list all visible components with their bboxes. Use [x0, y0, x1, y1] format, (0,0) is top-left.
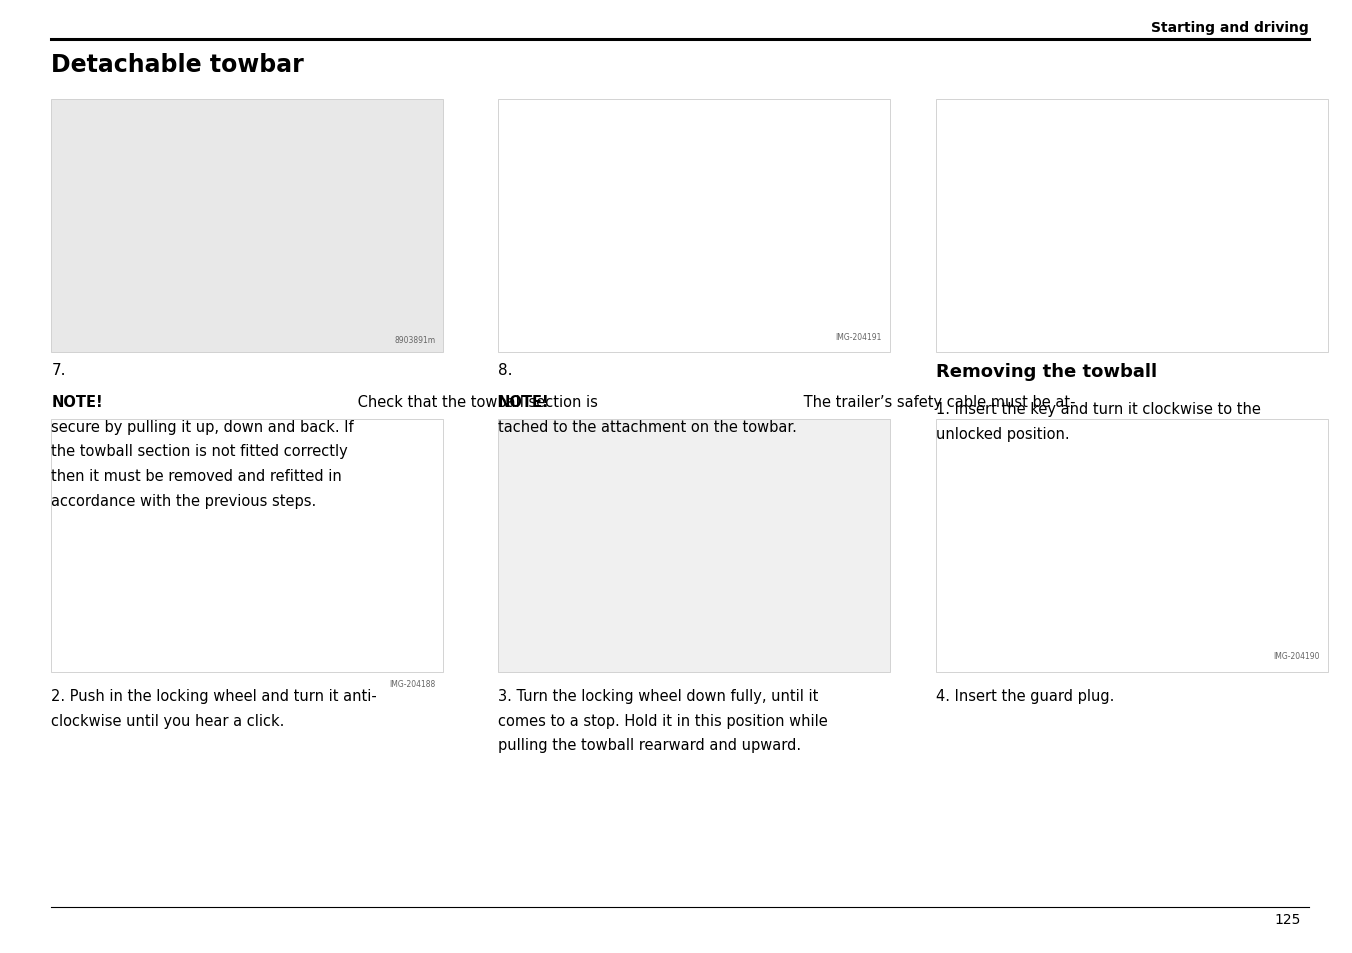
Text: 2. Push in the locking wheel and turn it anti-: 2. Push in the locking wheel and turn it…	[51, 688, 377, 703]
Text: The trailer’s safety cable must be at-: The trailer’s safety cable must be at-	[799, 395, 1076, 410]
FancyBboxPatch shape	[936, 419, 1328, 672]
Text: 1. Insert the key and turn it clockwise to the: 1. Insert the key and turn it clockwise …	[936, 402, 1260, 416]
Text: 3. Turn the locking wheel down fully, until it: 3. Turn the locking wheel down fully, un…	[498, 688, 818, 703]
FancyBboxPatch shape	[498, 419, 890, 672]
Text: 8.: 8.	[498, 362, 512, 377]
Text: pulling the towball rearward and upward.: pulling the towball rearward and upward.	[498, 738, 800, 753]
Text: Check that the towball section is: Check that the towball section is	[353, 395, 598, 410]
Text: Detachable towbar: Detachable towbar	[51, 53, 304, 77]
Text: 7.: 7.	[51, 362, 66, 377]
Text: 8903891m: 8903891m	[395, 336, 435, 345]
FancyBboxPatch shape	[498, 100, 890, 353]
Text: accordance with the previous steps.: accordance with the previous steps.	[51, 494, 316, 509]
Text: IMG-204191: IMG-204191	[836, 333, 882, 341]
Text: 4. Insert the guard plug.: 4. Insert the guard plug.	[936, 688, 1114, 703]
Text: secure by pulling it up, down and back. If: secure by pulling it up, down and back. …	[51, 419, 354, 435]
Text: IMG-204190: IMG-204190	[1274, 652, 1320, 660]
FancyBboxPatch shape	[51, 419, 443, 672]
Text: Removing the towball: Removing the towball	[936, 362, 1157, 380]
Text: clockwise until you hear a click.: clockwise until you hear a click.	[51, 713, 285, 728]
Text: then it must be removed and refitted in: then it must be removed and refitted in	[51, 469, 342, 484]
FancyBboxPatch shape	[51, 100, 443, 353]
Text: IMG-204188: IMG-204188	[389, 679, 435, 688]
Text: NOTE!: NOTE!	[51, 395, 103, 410]
Text: comes to a stop. Hold it in this position while: comes to a stop. Hold it in this positio…	[498, 713, 827, 728]
Text: unlocked position.: unlocked position.	[936, 427, 1069, 441]
Text: Starting and driving: Starting and driving	[1151, 21, 1309, 35]
FancyBboxPatch shape	[936, 100, 1328, 353]
Text: 125: 125	[1274, 912, 1301, 926]
Text: NOTE!: NOTE!	[498, 395, 549, 410]
Text: tached to the attachment on the towbar.: tached to the attachment on the towbar.	[498, 419, 796, 435]
Text: the towball section is not fitted correctly: the towball section is not fitted correc…	[51, 444, 347, 459]
